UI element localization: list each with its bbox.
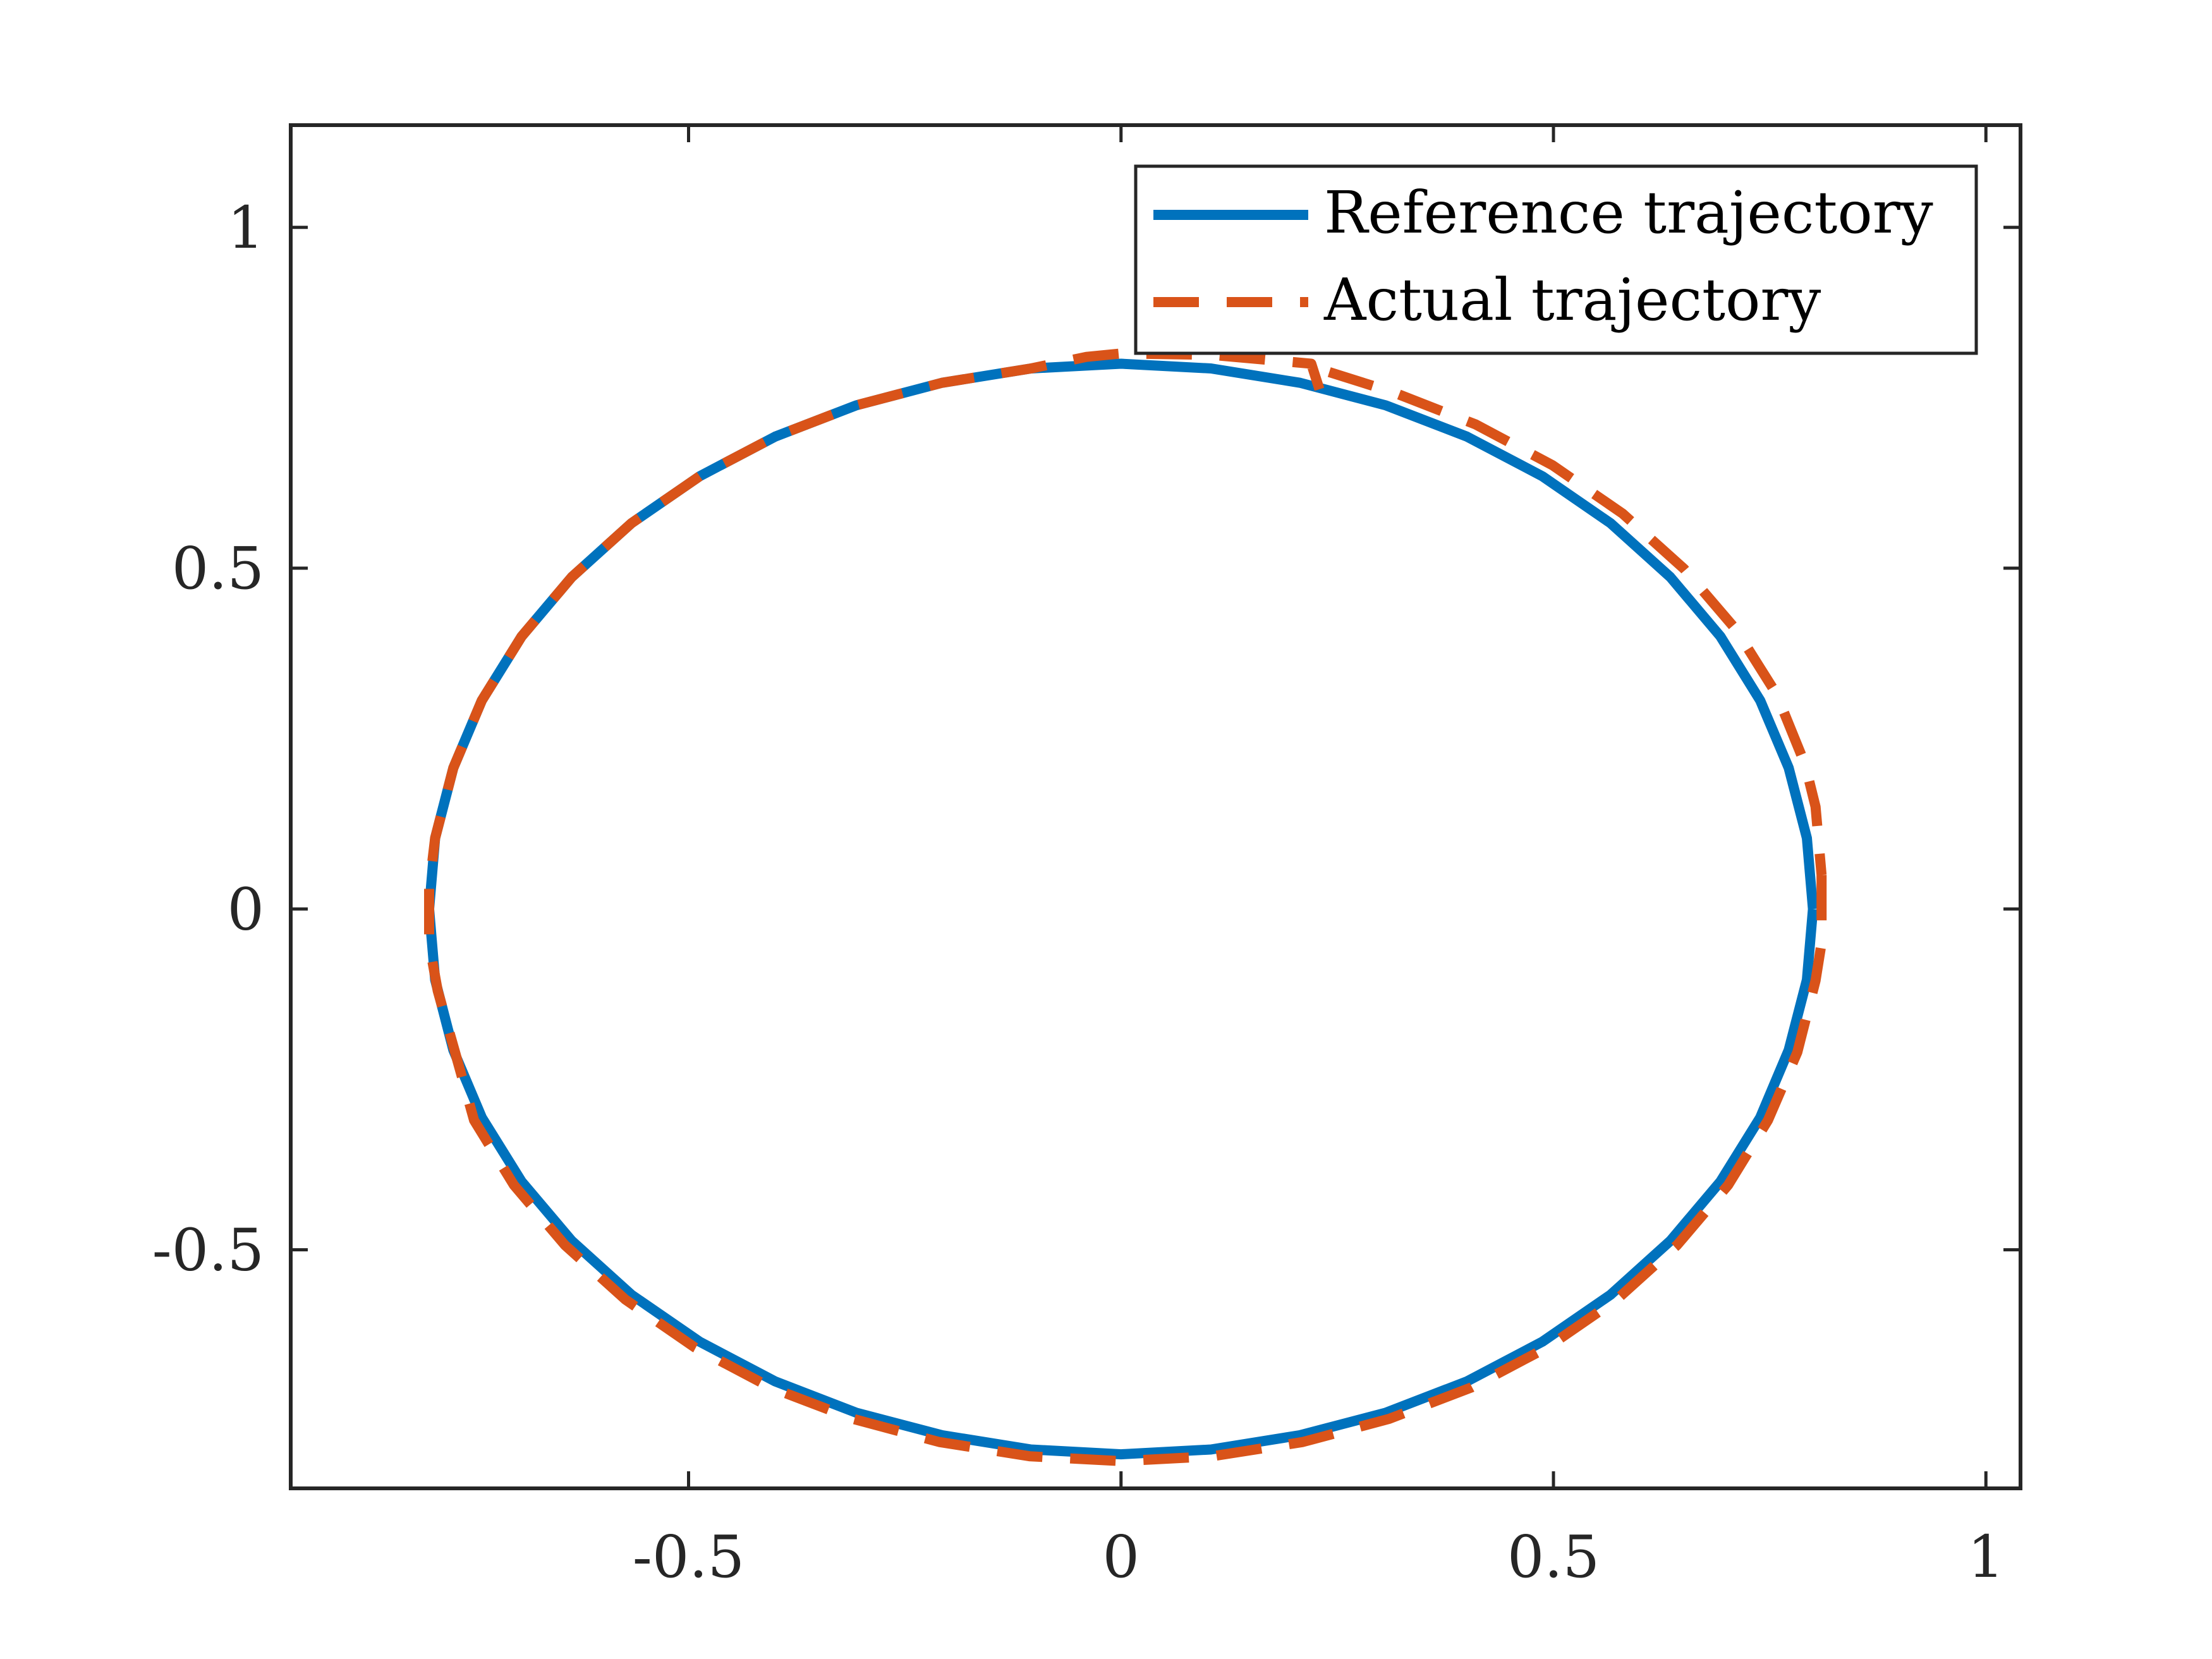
y-tick-label: 0: [227, 875, 264, 943]
legend-label-reference: Reference trajectory: [1324, 179, 1933, 246]
legend: Reference trajectory Actual trajectory: [1134, 164, 1978, 355]
axes-box: [289, 123, 2022, 1490]
tick-layer: -0.5 0 0.5 1 -0.5 0 0.5 1: [152, 125, 2021, 1591]
y-tick-label: -0.5: [152, 1217, 264, 1284]
y-tick-label: 1: [227, 194, 264, 262]
series-layer: [424, 348, 1827, 1466]
x-tick-label: -0.5: [633, 1523, 744, 1591]
y-tick-label: 0.5: [172, 535, 264, 602]
x-tick-label: 0: [1102, 1523, 1139, 1591]
legend-label-actual: Actual trajectory: [1323, 266, 1821, 334]
x-tick-label: 1: [1967, 1523, 2005, 1591]
legend-box: [1134, 164, 1978, 355]
x-tick-label: 0.5: [1507, 1523, 1600, 1591]
series-line-actual: [424, 348, 1827, 1466]
